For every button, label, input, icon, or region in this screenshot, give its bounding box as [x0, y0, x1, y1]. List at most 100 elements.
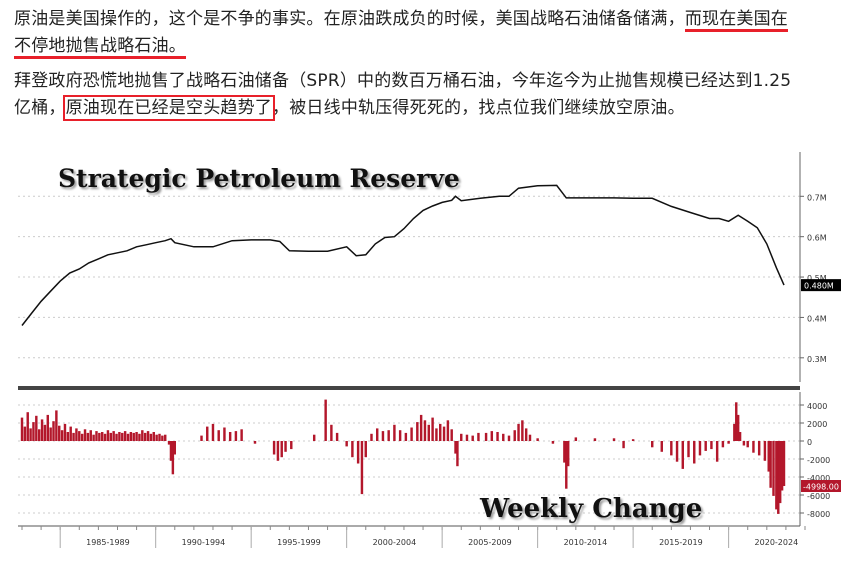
weekly-change-title: Weekly Change [480, 494, 703, 524]
x-tick-label: 2010-2014 [564, 538, 608, 547]
change-ytick-label: -8000 [807, 510, 830, 519]
weekly-change-bar [376, 428, 379, 441]
weekly-change-bar [502, 433, 505, 441]
weekly-change-bar [60, 430, 64, 441]
weekly-change-bar [370, 433, 373, 441]
spr-ytick-label: 0.6M [807, 234, 827, 243]
weekly-change-bar [272, 441, 276, 455]
weekly-change-bar [528, 434, 532, 441]
change-ytick-label: 2000 [807, 420, 827, 429]
article-paragraph-1: 原油是美国操作的，这个是不争的事实。在原油跌成负的时候，美国战略石油储备储满，而… [14, 6, 789, 60]
weekly-change-bar [109, 432, 113, 441]
weekly-change-bar [149, 433, 153, 441]
weekly-change-bar [456, 441, 459, 467]
weekly-change-bar [351, 441, 354, 458]
weekly-change-bar [566, 441, 570, 467]
weekly-change-bar [135, 432, 138, 441]
spr-ytick-label: 0.3M [807, 355, 827, 364]
weekly-change-bar [55, 410, 58, 441]
weekly-change-bar [612, 438, 616, 441]
weekly-change-bar [442, 426, 446, 441]
weekly-change-bar [240, 429, 243, 441]
weekly-change-bar [324, 399, 327, 441]
spr-last-value-label: 0.480M [804, 282, 834, 291]
weekly-change-bar [112, 431, 115, 441]
weekly-change-bar [698, 441, 702, 456]
weekly-change-bar [32, 422, 35, 441]
weekly-change-bar [78, 431, 81, 441]
change-ytick-label: -4000 [807, 474, 830, 483]
weekly-change-bar [335, 432, 339, 441]
weekly-change-bar [200, 435, 203, 441]
spr-line [21, 184, 785, 326]
weekly-change-bar [129, 432, 133, 441]
weekly-change-bar [681, 441, 684, 469]
weekly-change-bar [158, 433, 161, 441]
weekly-change-bar [146, 431, 150, 441]
weekly-change-bar [49, 427, 52, 441]
weekly-change-bar [721, 441, 725, 448]
weekly-change-bar [780, 441, 784, 491]
weekly-change-bar [454, 441, 457, 454]
weekly-change-bar [465, 434, 469, 441]
weekly-change-bar [460, 433, 463, 441]
weekly-change-bar [364, 441, 367, 458]
weekly-change-bar [551, 441, 555, 444]
weekly-change-bar [152, 432, 155, 441]
weekly-change-bar [670, 441, 673, 456]
paragraph-1-text: 原油是美国操作的，这个是不争的事实。在原油跌成负的时候，美国战略石油储备储满， [14, 9, 685, 29]
weekly-change-bar [660, 441, 663, 452]
weekly-change-bar [416, 422, 419, 441]
weekly-change-bar [211, 423, 215, 441]
spr-last-value-box [801, 279, 841, 292]
weekly-change-bar [92, 434, 95, 441]
weekly-change-bar [138, 433, 141, 441]
weekly-change-bar [40, 419, 44, 441]
weekly-change-bar [121, 432, 124, 441]
weekly-change-bar [356, 441, 360, 464]
weekly-change-bar [132, 432, 135, 441]
weekly-change-bar [83, 429, 87, 441]
change-ytick-label: -2000 [807, 456, 830, 465]
weekly-change-bar [43, 424, 47, 441]
weekly-change-bar [98, 432, 101, 441]
weekly-change-bar [735, 402, 738, 441]
weekly-change-bar [427, 424, 430, 441]
weekly-change-bar [58, 425, 61, 441]
weekly-change-bar [276, 441, 280, 461]
weekly-change-bar [435, 428, 438, 441]
weekly-change-bar [419, 414, 423, 441]
weekly-change-bar [155, 434, 158, 441]
weekly-change-bar [757, 441, 761, 456]
weekly-change-bar [100, 432, 104, 441]
spr-ytick-label: 0.4M [807, 314, 827, 323]
spr-chart: 0.3M 0.4M 0.5M 0.6M 0.7M 0.480M 4000 2000 0 -200… [0, 142, 861, 577]
weekly-change-bar [280, 441, 283, 458]
spr-chart-title: Strategic Petroleum Reserve [58, 164, 460, 193]
weekly-change-bar [173, 441, 176, 455]
weekly-change-bar [20, 417, 24, 441]
change-ytick-label: 4000 [807, 402, 827, 411]
weekly-change-bar [410, 427, 413, 441]
weekly-change-bar [521, 420, 524, 441]
weekly-change-bar [778, 441, 782, 504]
weekly-change-bar [490, 431, 494, 441]
weekly-change-bar [75, 428, 78, 441]
weekly-change-bar [777, 441, 780, 514]
weekly-change-bar [517, 423, 520, 441]
x-tick-label: 2015-2019 [659, 538, 703, 547]
x-tick-label: 2005-2009 [468, 538, 512, 547]
weekly-change-bar [471, 435, 474, 441]
weekly-change-bar [228, 432, 232, 441]
change-last-value-label: -4998.00 [803, 483, 839, 492]
weekly-change-bar [736, 414, 740, 441]
weekly-change-bar [651, 441, 654, 448]
paragraph-1-underlined-end: 不停地抛售战略石油。 [14, 36, 186, 59]
x-tick-label: 1995-1999 [277, 538, 321, 547]
weekly-change-bar [115, 433, 118, 441]
weekly-change-bar [234, 431, 238, 441]
weekly-change-bar [446, 420, 450, 441]
weekly-change-bar [63, 423, 67, 441]
weekly-change-bar [536, 438, 539, 441]
weekly-change-bar [477, 432, 480, 441]
